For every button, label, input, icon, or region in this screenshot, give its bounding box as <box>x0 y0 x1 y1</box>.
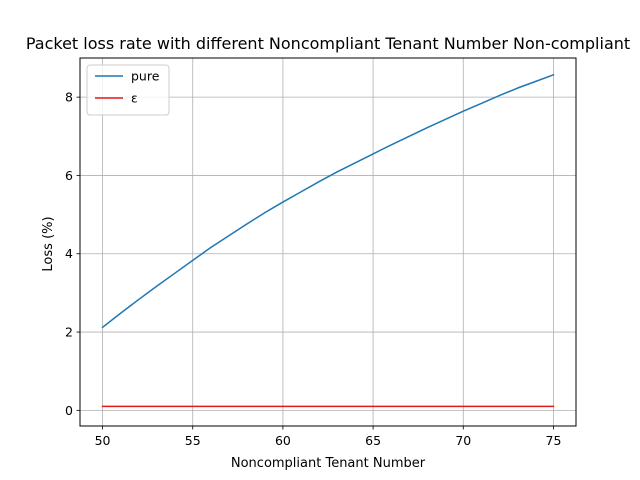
x-tick-label: 70 <box>455 433 471 448</box>
x-tick-label: 65 <box>365 433 381 448</box>
y-axis-label: Loss (%) <box>41 216 56 271</box>
legend-box <box>86 64 170 116</box>
y-tick-label: 8 <box>65 90 73 105</box>
y-tick-label: 2 <box>65 325 73 340</box>
series-line-0 <box>101 73 555 329</box>
series-layer <box>101 73 555 408</box>
x-tick-label: 75 <box>546 433 562 448</box>
y-axis-ticks: 0 2 4 6 8 <box>65 90 80 418</box>
y-tick-label: 6 <box>65 168 73 183</box>
plot-frame <box>79 57 577 427</box>
legend-label: pure <box>131 69 160 84</box>
x-axis-ticks: 50 55 60 65 70 75 <box>95 426 562 448</box>
y-tick-label: 4 <box>65 246 73 261</box>
x-axis-label: Noncompliant Tenant Number <box>231 456 426 471</box>
chart-title: Packet loss rate with different Noncompl… <box>26 34 630 53</box>
legend-label: ε <box>131 91 138 106</box>
grid-lines <box>80 58 576 426</box>
x-tick-label: 55 <box>185 433 201 448</box>
x-tick-label: 50 <box>95 433 111 448</box>
x-tick-label: 60 <box>275 433 291 448</box>
legend: pure ε <box>86 64 170 116</box>
y-tick-label: 0 <box>65 403 73 418</box>
